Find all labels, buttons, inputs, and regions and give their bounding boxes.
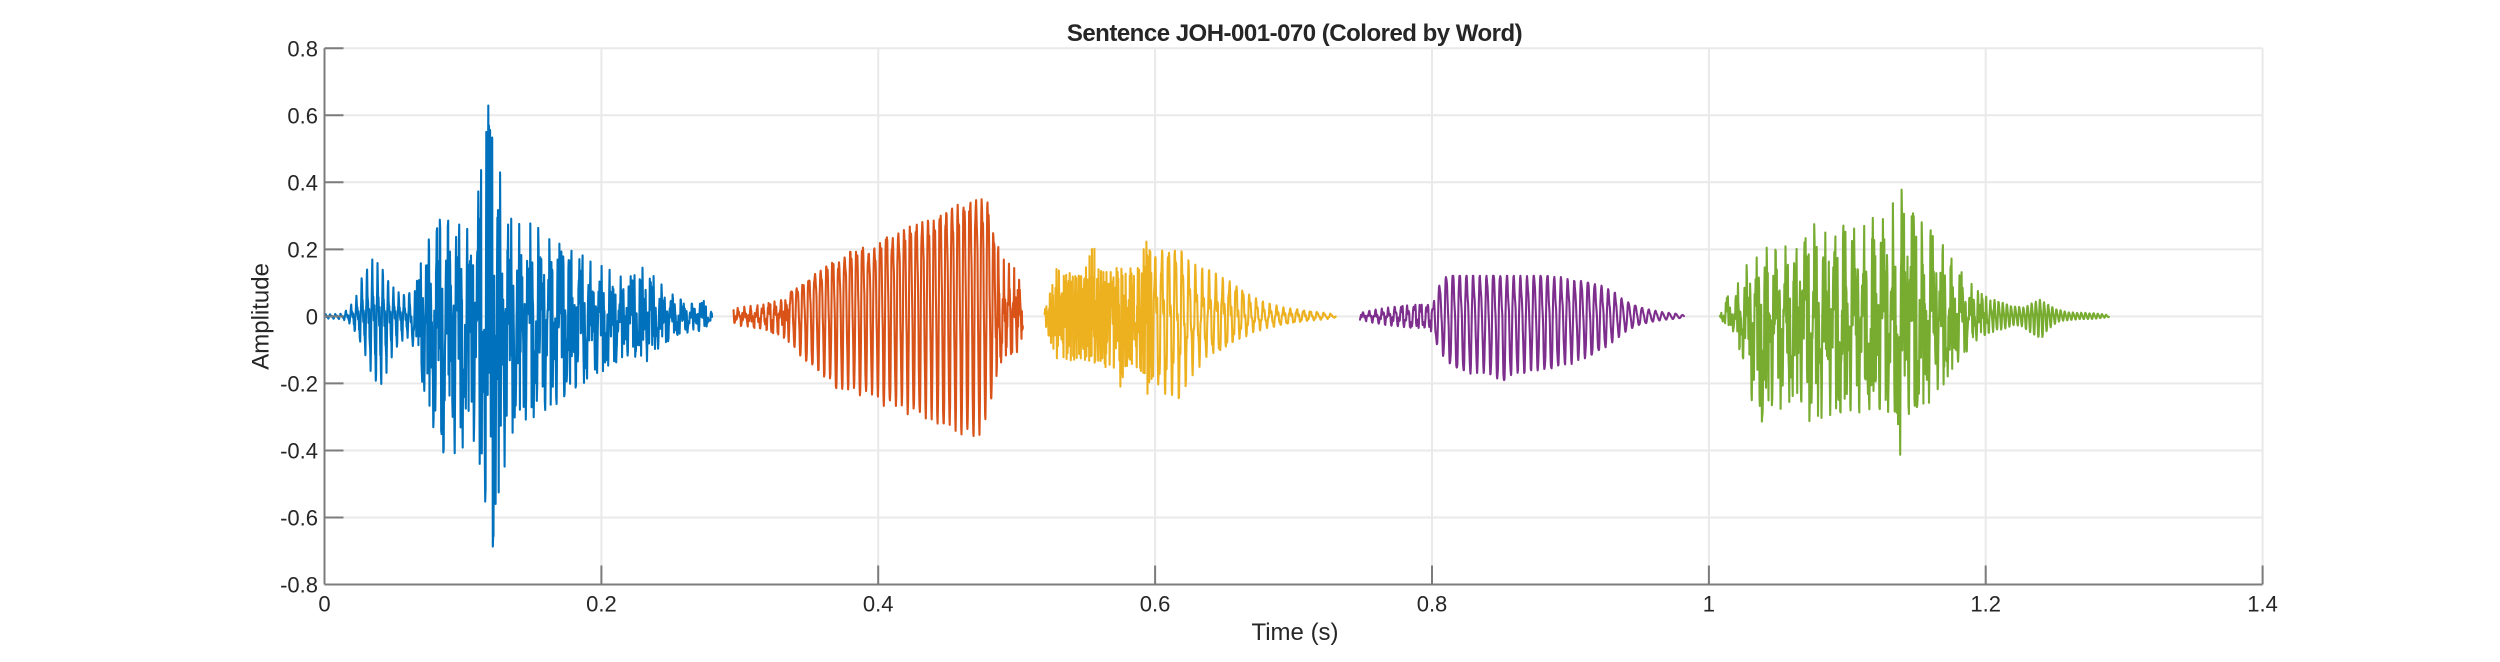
svg-text:-0.8: -0.8 — [280, 573, 318, 598]
svg-text:0.8: 0.8 — [1417, 591, 1448, 616]
svg-text:0.4: 0.4 — [863, 591, 894, 616]
svg-text:0.6: 0.6 — [1140, 591, 1171, 616]
svg-text:Sentence JOH-001-070 (Colored: Sentence JOH-001-070 (Colored by Word) — [1067, 20, 1522, 47]
svg-text:0.4: 0.4 — [287, 171, 318, 196]
svg-text:0.2: 0.2 — [586, 591, 617, 616]
svg-text:-0.6: -0.6 — [280, 506, 318, 531]
svg-text:-0.4: -0.4 — [280, 439, 318, 464]
svg-text:Amplitude: Amplitude — [247, 263, 274, 370]
svg-text:1.2: 1.2 — [1970, 591, 2001, 616]
svg-text:1: 1 — [1703, 591, 1715, 616]
svg-text:0.6: 0.6 — [287, 104, 318, 129]
svg-text:0: 0 — [306, 305, 318, 330]
svg-text:-0.2: -0.2 — [280, 372, 318, 397]
svg-text:1.4: 1.4 — [2247, 591, 2278, 616]
svg-text:0: 0 — [318, 591, 330, 616]
svg-text:0.2: 0.2 — [287, 238, 318, 263]
svg-text:Time (s): Time (s) — [1251, 619, 1338, 646]
svg-text:0.8: 0.8 — [287, 37, 318, 62]
